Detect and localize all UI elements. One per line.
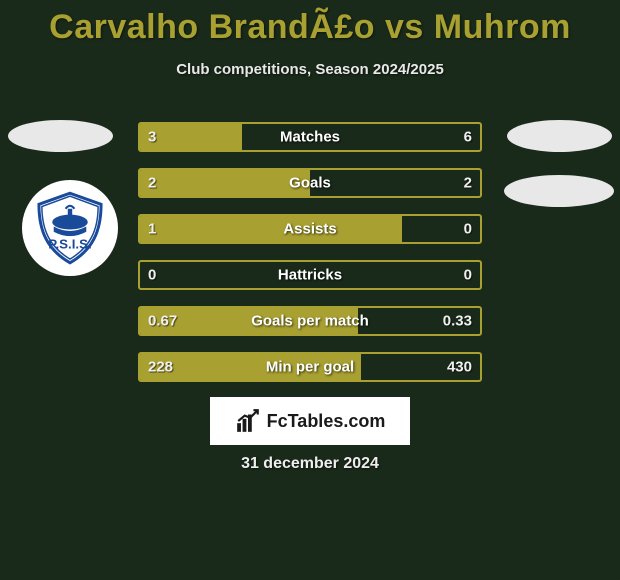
brand-watermark: FcTables.com <box>210 397 410 445</box>
stat-bar: 2Goals2 <box>138 168 482 198</box>
stat-bar: 0Hattricks0 <box>138 260 482 290</box>
comparison-bars: 3Matches62Goals21Assists00Hattricks00.67… <box>138 122 482 398</box>
brand-text: FcTables.com <box>267 411 386 432</box>
stat-label: Hattricks <box>140 267 480 284</box>
club-right-placeholder <box>504 175 614 207</box>
stat-bar: 0.67Goals per match0.33 <box>138 306 482 336</box>
stat-label: Goals <box>140 175 480 192</box>
stat-value-right: 0 <box>464 221 472 238</box>
psis-logo-icon: P.S.I.S. <box>33 191 107 265</box>
stat-label: Goals per match <box>140 313 480 330</box>
footer-date: 31 december 2024 <box>0 455 620 473</box>
player-right-avatar-placeholder <box>507 120 612 152</box>
stat-label: Matches <box>140 129 480 146</box>
stat-value-right: 6 <box>464 129 472 146</box>
club-left-logo: P.S.I.S. <box>22 180 118 276</box>
stat-bar: 1Assists0 <box>138 214 482 244</box>
subtitle: Club competitions, Season 2024/2025 <box>0 61 620 78</box>
stat-value-right: 2 <box>464 175 472 192</box>
stat-label: Assists <box>140 221 480 238</box>
stat-value-right: 430 <box>447 359 472 376</box>
stat-bar: 228Min per goal430 <box>138 352 482 382</box>
brand-chart-icon <box>235 408 261 434</box>
stat-bar: 3Matches6 <box>138 122 482 152</box>
player-left-avatar-placeholder <box>8 120 113 152</box>
page-title: Carvalho BrandÃ£o vs Muhrom <box>0 0 620 47</box>
stat-label: Min per goal <box>140 359 480 376</box>
stat-value-right: 0.33 <box>443 313 472 330</box>
svg-text:P.S.I.S.: P.S.I.S. <box>48 237 91 252</box>
stat-value-right: 0 <box>464 267 472 284</box>
